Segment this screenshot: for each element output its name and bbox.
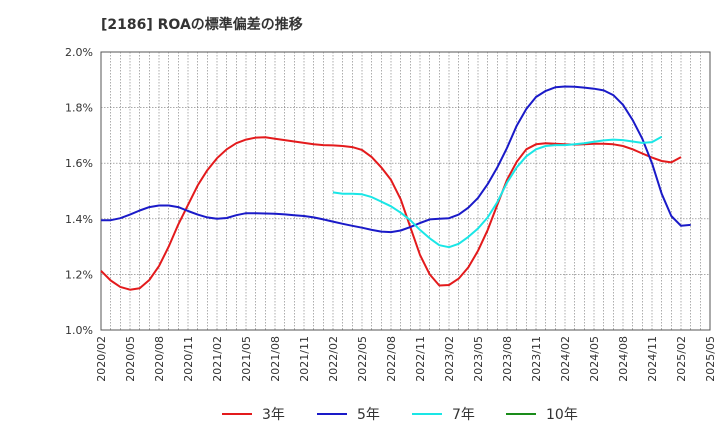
y-tick-label: 1.4% — [65, 213, 93, 226]
x-tick-label: 2020/08 — [153, 336, 166, 382]
x-tick-label: 2025/02 — [675, 336, 688, 382]
x-tick-label: 2022/05 — [356, 336, 369, 382]
x-tick-label: 2021/11 — [298, 336, 311, 382]
y-tick-label: 1.6% — [65, 157, 93, 170]
legend: 3年 5年 7年 10年 — [222, 407, 578, 423]
y-tick-label: 1.0% — [65, 324, 93, 337]
x-tick-label: 2024/08 — [617, 336, 630, 382]
series-layer — [100, 85, 691, 291]
x-tick-label: 2020/05 — [124, 336, 137, 382]
y-axis-ticks: 1.0% 1.2% 1.4% 1.6% 1.8% 2.0% — [65, 46, 93, 337]
x-tick-label: 2021/02 — [211, 336, 224, 382]
series-line-7年 — [332, 135, 663, 249]
y-tick-label: 1.2% — [65, 268, 93, 281]
x-tick-label: 2024/05 — [588, 336, 601, 382]
legend-label: 5年 — [357, 407, 380, 423]
x-tick-label: 2021/05 — [240, 336, 253, 382]
x-tick-label: 2022/08 — [385, 336, 398, 382]
x-tick-label: 2023/11 — [530, 336, 543, 382]
x-tick-label: 2022/11 — [414, 336, 427, 382]
x-tick-label: 2025/05 — [704, 336, 717, 382]
chart-title: [2186] ROAの標準偏差の推移 — [101, 17, 303, 33]
x-axis-ticks: 2020/02 2020/05 2020/08 2020/11 2021/02 2021/… — [95, 336, 717, 382]
legend-label: 7年 — [452, 407, 475, 423]
x-tick-label: 2023/08 — [501, 336, 514, 382]
x-tick-label: 2020/02 — [95, 336, 108, 382]
legend-label: 10年 — [546, 407, 578, 423]
x-tick-label: 2023/05 — [472, 336, 485, 382]
plot-area — [100, 51, 711, 331]
x-tick-label: 2020/11 — [182, 336, 195, 382]
y-tick-label: 2.0% — [65, 46, 93, 59]
series-line-3年 — [100, 136, 682, 291]
grid-layer — [100, 51, 711, 331]
y-tick-label: 1.8% — [65, 102, 93, 115]
x-tick-label: 2024/11 — [646, 336, 659, 382]
x-tick-label: 2021/08 — [269, 336, 282, 382]
x-tick-label: 2022/02 — [327, 336, 340, 382]
x-tick-label: 2024/02 — [559, 336, 572, 382]
x-tick-label: 2023/02 — [443, 336, 456, 382]
series-line-5年 — [101, 85, 691, 234]
legend-label: 3年 — [262, 407, 285, 423]
